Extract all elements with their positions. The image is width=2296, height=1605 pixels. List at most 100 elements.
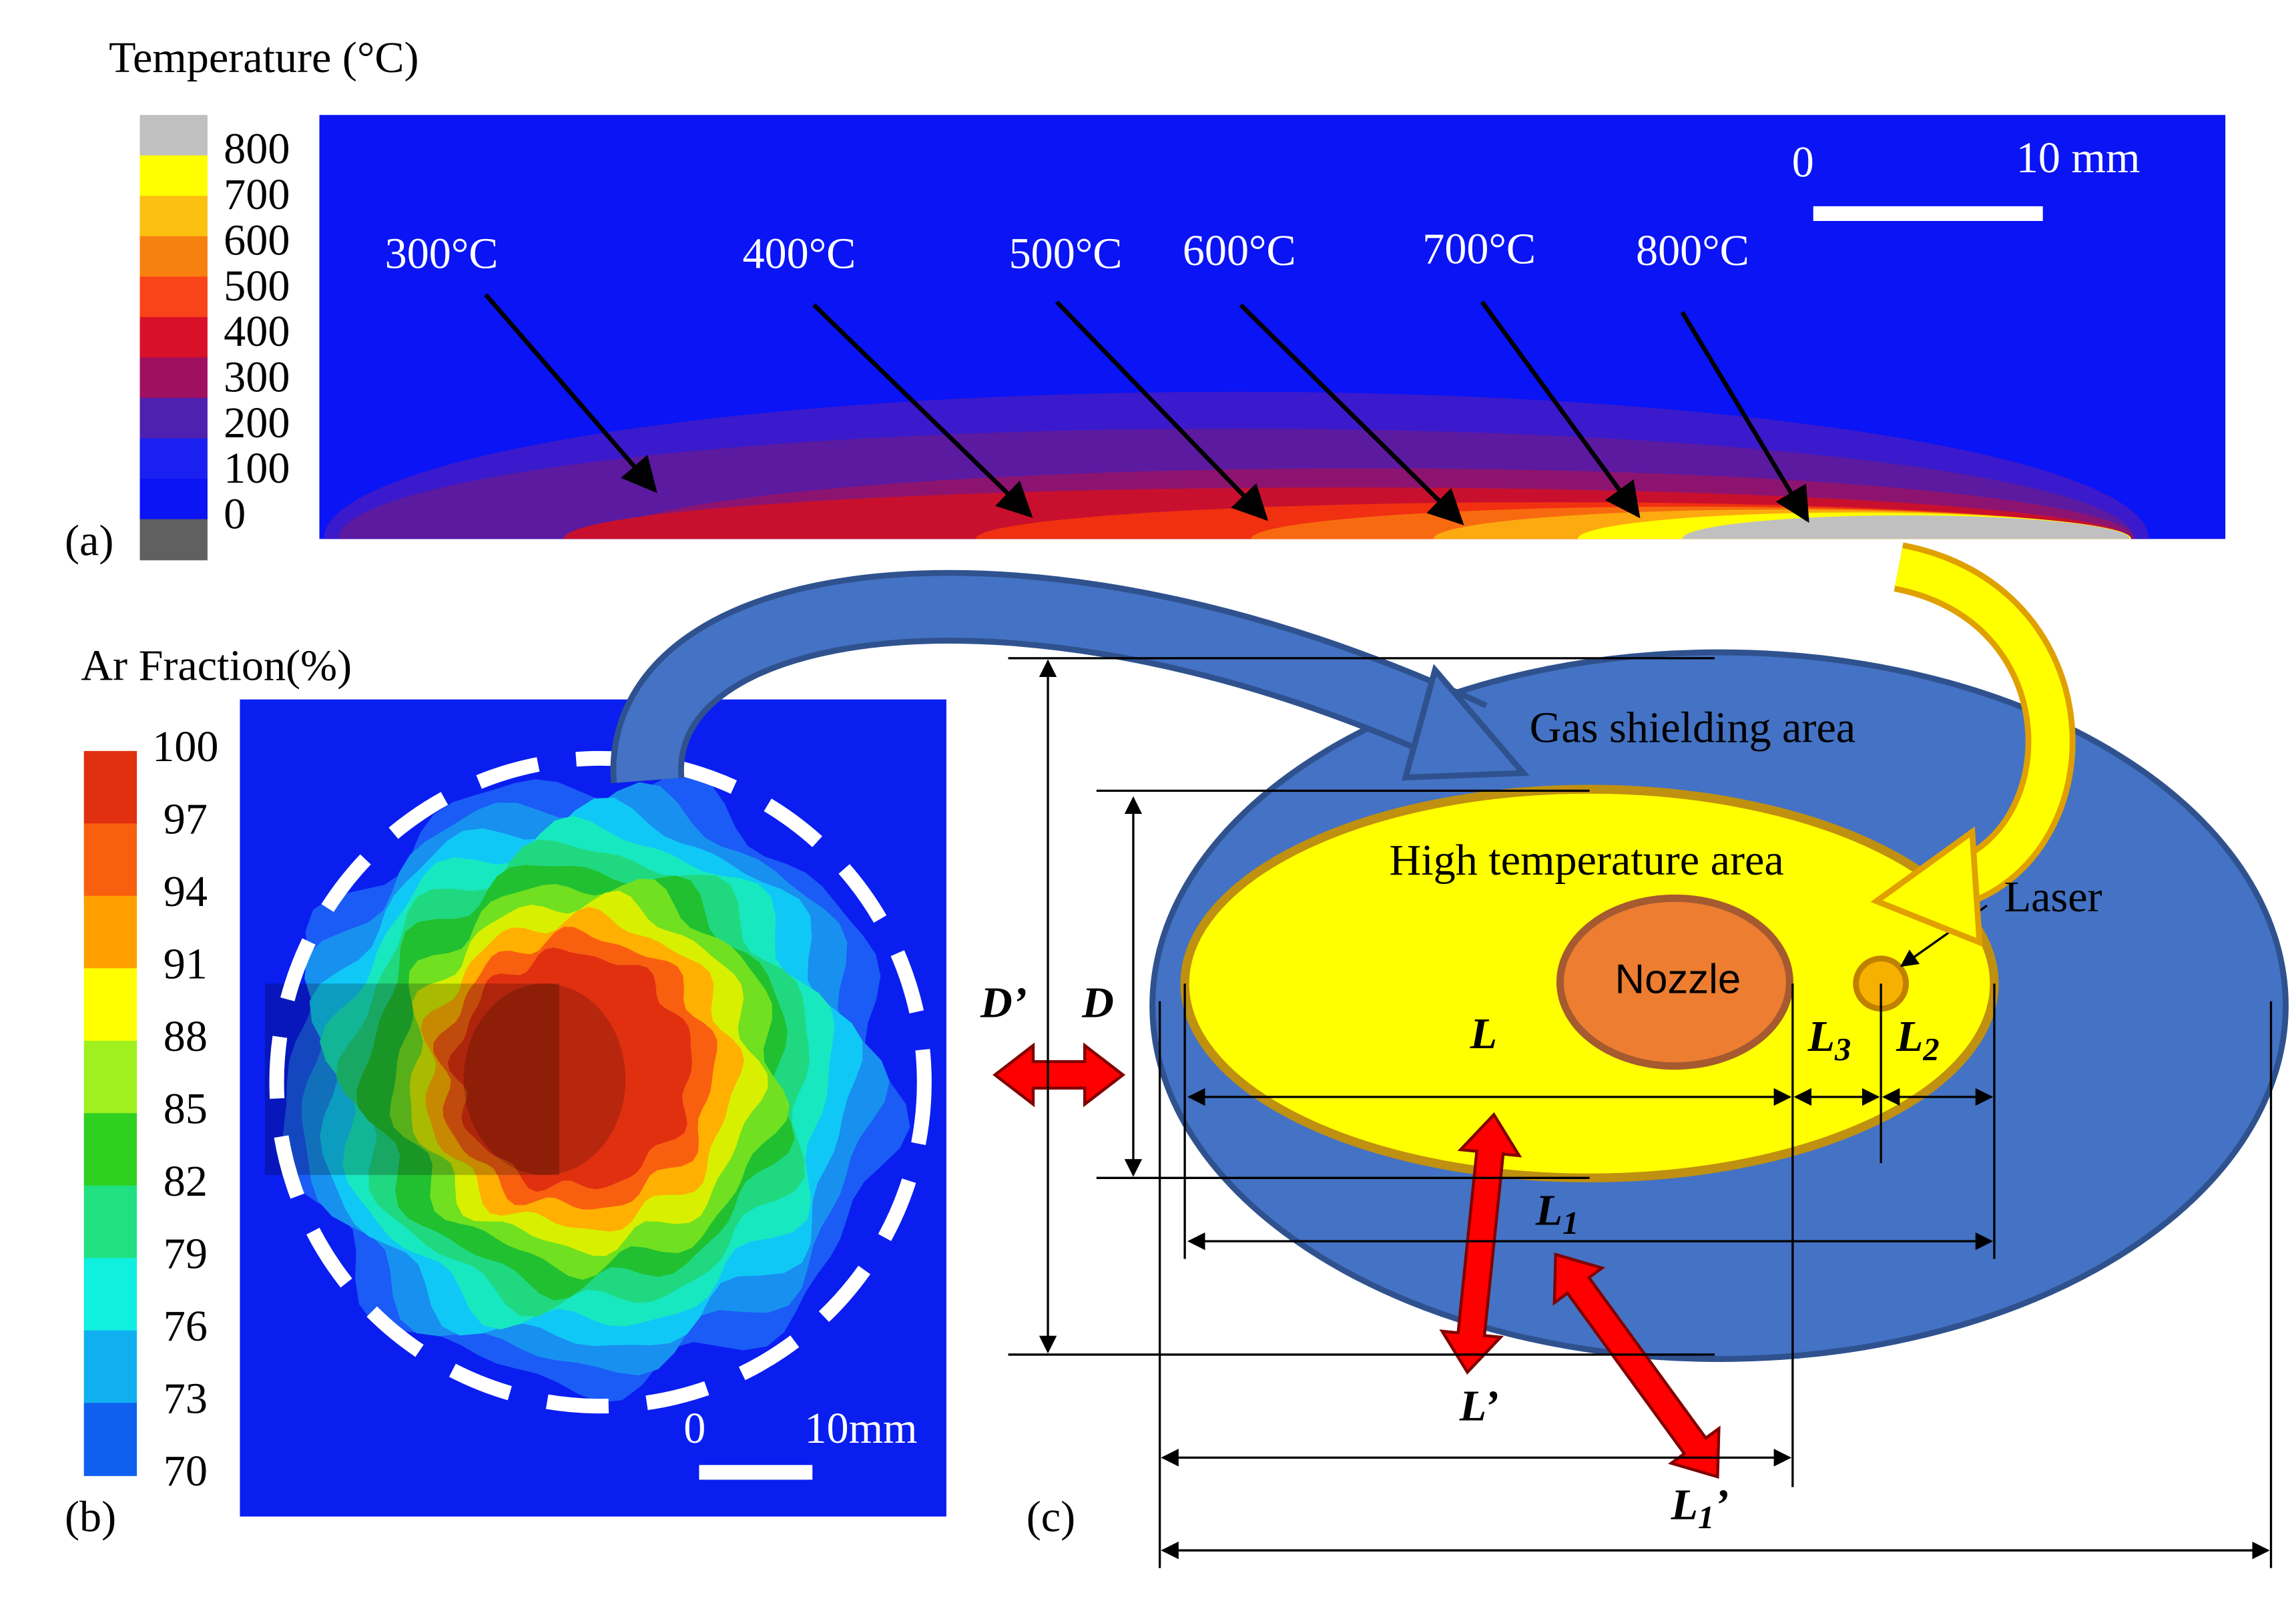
dimension-symbol: L: [1470, 1009, 1497, 1058]
colorbar-cell: [83, 1185, 137, 1259]
colorbar-cell: [139, 397, 208, 439]
colorbar-cell: [83, 750, 137, 825]
connector-arrows: [610, 542, 2076, 947]
dimension-label: L3: [1807, 1012, 1851, 1068]
isotherm-label: 300°C: [385, 229, 499, 278]
ar-contours: [281, 773, 910, 1403]
dimension-subscript: 1: [1562, 1206, 1579, 1241]
labels: 300°C 400°C 500°C 600°C 700°C 800°C 0 10 mm Temp…: [65, 33, 2140, 1541]
panel-label: (a): [65, 516, 113, 565]
scale-end: 10mm: [804, 1404, 917, 1453]
nozzle-shadow: [463, 983, 626, 1175]
colorbar-cell: [139, 438, 208, 480]
dimension-label: L2: [1896, 1012, 1940, 1068]
isotherm-arrow: [1480, 300, 1641, 519]
dimension-label: L’: [1459, 1382, 1499, 1431]
dimension-symbol: L: [1535, 1186, 1562, 1235]
isotherm-label: 800°C: [1636, 226, 1749, 275]
region-label: High temperature area: [1389, 836, 1783, 885]
region-label: Gas shielding area: [1530, 703, 1856, 752]
isotherm-arrow: [812, 303, 1033, 518]
double-arrow: [992, 1042, 1126, 1108]
dimension-label: L1’: [1671, 1481, 1729, 1536]
colorbar-tick-label: 200: [224, 399, 290, 447]
panel-b: [83, 699, 946, 1517]
panel-label: (b): [65, 1492, 116, 1541]
isotherm-label: 500°C: [1009, 229, 1123, 278]
colorbar-cell: [139, 155, 208, 197]
panel-label: (c): [1027, 1492, 1075, 1541]
dimension-label: D’: [980, 979, 1027, 1027]
panel-a: [139, 115, 2226, 561]
dimension-subscript: 1: [1698, 1500, 1714, 1536]
blue-arrow: [616, 576, 1485, 783]
dimension-label: D: [1081, 979, 1114, 1027]
colorbar-tick-label: 88: [164, 1012, 208, 1061]
dimension-subscript: 2: [1922, 1032, 1939, 1068]
colorbar-cell: [83, 1113, 137, 1186]
dimension-symbol: D: [1081, 979, 1114, 1027]
double-arrow: [1552, 1252, 1721, 1479]
panel-c: [992, 649, 2289, 1479]
dimension-symbol: L’: [1459, 1382, 1499, 1431]
colorbar-tick-label: 97: [164, 795, 208, 844]
colorbar-cell: [83, 1258, 137, 1331]
colorbar-cell: [139, 236, 208, 278]
scale-bar: [1813, 206, 2043, 221]
scale-start: 0: [683, 1404, 705, 1453]
colorbar-cell: [139, 115, 208, 156]
colorbar-tick-label: 800: [224, 125, 290, 174]
dimension-symbol: D’: [980, 979, 1027, 1027]
colorbar-tick-label: 100: [224, 444, 290, 493]
nozzle-shadow: [264, 983, 559, 1175]
isotherm-label: 600°C: [1183, 226, 1296, 275]
scale-bar: [699, 1465, 813, 1480]
colorbar-cell: [139, 316, 208, 359]
colorbar-tick-label: 500: [224, 262, 290, 310]
region-label: Laser: [2004, 873, 2102, 921]
isotherm-label: 400°C: [742, 229, 856, 278]
blue-arrow-head: [1402, 664, 1530, 781]
isotherm-arrow: [1239, 303, 1464, 525]
colorbar-tick-label: 73: [164, 1374, 208, 1423]
colorbar-cell: [83, 823, 137, 897]
nozzle: [1556, 894, 1793, 1070]
shield-boundary: [269, 750, 932, 1414]
colorbar-tick-label: 700: [224, 170, 290, 219]
scale-end: 10 mm: [2016, 134, 2140, 182]
colorbar-tick-label: 76: [164, 1302, 208, 1351]
colorbar-cell: [139, 357, 208, 399]
scale-start: 0: [1792, 138, 1814, 187]
isotherm-arrow: [484, 293, 657, 493]
colorbar-tick-label: 82: [164, 1157, 208, 1206]
colorbar-tick-label: 300: [224, 353, 290, 402]
colorbar-tick-label: 85: [164, 1084, 208, 1133]
colorbar-cell: [139, 519, 208, 561]
colorbar-title: Temperature (°C): [109, 33, 418, 82]
isotherm-label: 700°C: [1422, 225, 1536, 274]
colorbar-cell: [83, 968, 137, 1042]
colorbar-cell: [139, 479, 208, 520]
yellow-arrow: [1894, 548, 2070, 902]
isotherm-arrow: [1680, 310, 1809, 523]
colorbar-cell: [83, 1330, 137, 1404]
colorbar-title: Ar Fraction(%): [81, 642, 352, 690]
colorbar-tick-label: 400: [224, 307, 290, 356]
ar-contour: [447, 947, 692, 1192]
colorbar-cell: [83, 1040, 137, 1114]
dimension-lines: [1008, 657, 2273, 1568]
dimension-symbol: L: [1896, 1012, 1923, 1061]
colorbar-cell: [83, 1403, 137, 1476]
colorbar-tick-label: 100: [152, 722, 218, 771]
dimension-symbol: L: [1671, 1481, 1698, 1530]
colorbar-cell: [139, 196, 208, 237]
colorbar-tick-label: 91: [164, 939, 208, 988]
isotherm-arrow: [1055, 300, 1269, 521]
colorbar-cell: [83, 895, 137, 969]
colorbar-tick-label: 600: [224, 216, 290, 264]
dimension-subscript: 3: [1834, 1032, 1851, 1068]
colorbar-cell: [139, 276, 208, 318]
colorbar-tick-label: 94: [164, 867, 208, 916]
colorbar-tick-label: 0: [224, 490, 246, 539]
